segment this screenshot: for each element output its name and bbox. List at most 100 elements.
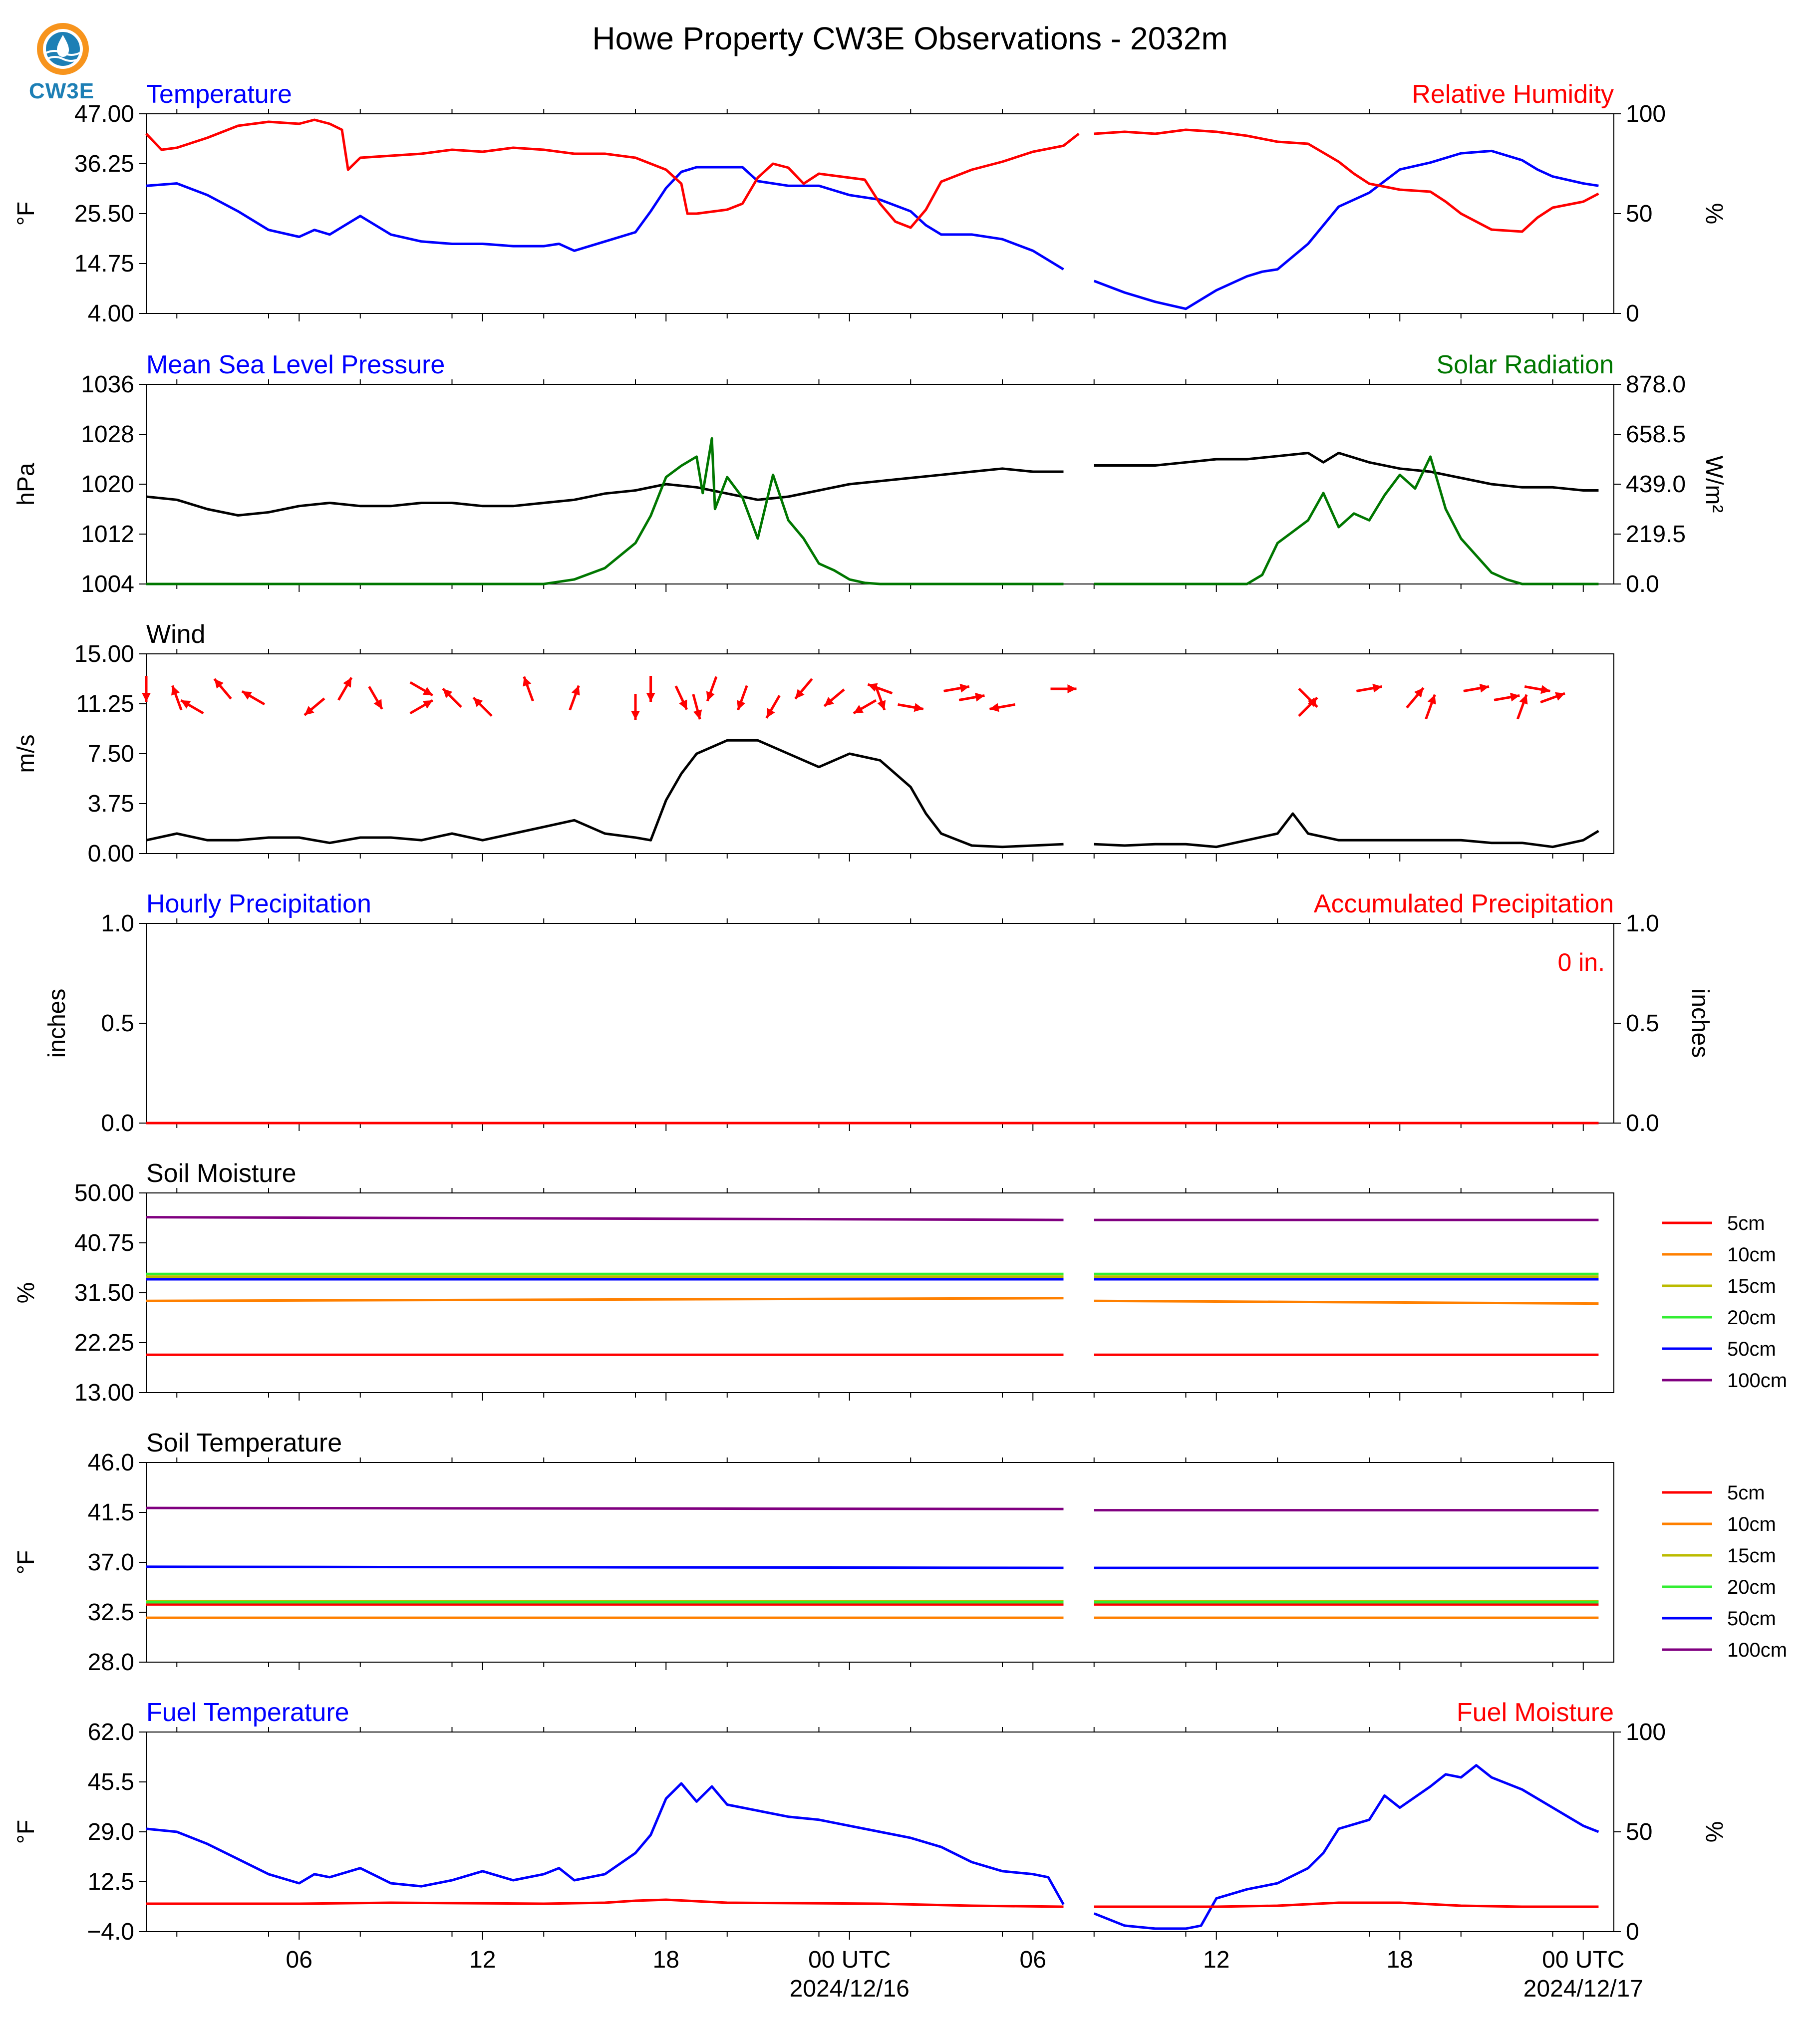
- soil_moisture-ytick-left-label: 13.00: [74, 1380, 134, 1406]
- x-tick-label: 00 UTC: [1542, 1947, 1624, 1973]
- series-line-relative-humidity: [1094, 128, 1599, 233]
- precipitation-title-right: Accumulated Precipitation: [1314, 889, 1614, 918]
- soil_temperature-ytick-left-label: 37.0: [88, 1549, 134, 1576]
- series-line-solar-radiation: [1094, 455, 1599, 585]
- legend-label-100cm: 100cm: [1727, 1370, 1787, 1392]
- series-line-100cm: [146, 1216, 1064, 1221]
- wind-arrow-head: [913, 703, 923, 712]
- wind-arrow-head: [473, 697, 483, 707]
- wind-arrow-head: [1414, 688, 1424, 698]
- pressure_solar-ytick-left-label: 1028: [81, 421, 134, 448]
- wind-arrow-head: [877, 700, 886, 710]
- soil_moisture-title-left: Soil Moisture: [146, 1159, 297, 1188]
- pressure_solar-ytick-right-label: 439.0: [1626, 471, 1686, 498]
- precipitation-ytick-left-label: 0.0: [101, 1110, 134, 1137]
- soil_moisture-ytick-left-label: 22.25: [74, 1330, 134, 1356]
- pressure_solar-ytick-left-label: 1012: [81, 521, 134, 548]
- pressure_solar-ytick-right-label: 658.5: [1626, 421, 1686, 448]
- fuel-title-left: Fuel Temperature: [146, 1698, 349, 1727]
- precipitation-ytick-left-label: 1.0: [101, 910, 134, 937]
- pressure_solar-title-right: Solar Radiation: [1436, 350, 1614, 379]
- wind-ytick-left-label: 7.50: [88, 741, 134, 767]
- pressure_solar-ytick-right-label: 878.0: [1626, 371, 1686, 398]
- x-tick-label: 06: [286, 1947, 312, 1973]
- wind-arrow-head: [1427, 694, 1436, 705]
- x-tick-label: 12: [469, 1947, 496, 1973]
- series-line-10cm: [146, 1297, 1064, 1302]
- soil_temperature-title-left: Soil Temperature: [146, 1429, 342, 1457]
- soil_temperature-ytick-left-label: 46.0: [88, 1449, 134, 1476]
- x-tick-label: 06: [1020, 1947, 1046, 1973]
- fuel-ytick-left-label: 45.5: [88, 1769, 134, 1795]
- fuel-ytick-right-label: 0: [1626, 1919, 1639, 1945]
- pressure_solar-ytick-right-label: 219.5: [1626, 521, 1686, 548]
- legend-label-5cm: 5cm: [1727, 1212, 1765, 1234]
- series-line-solar-radiation: [146, 437, 1064, 585]
- x-tick-label: 18: [1387, 1947, 1413, 1973]
- soil_temperature-ytick-left-label: 32.5: [88, 1599, 134, 1626]
- soil_moisture-frame: [146, 1192, 1614, 1393]
- legend-label-15cm: 15cm: [1727, 1545, 1776, 1567]
- precipitation-ylabel-right: inches: [1687, 989, 1713, 1058]
- soil_moisture-ytick-left-label: 31.50: [74, 1280, 134, 1306]
- series-line-temperature: [146, 166, 1064, 271]
- fuel-ylabel-left: °F: [13, 1820, 39, 1844]
- fuel-ytick-left-label: 62.0: [88, 1719, 134, 1745]
- wind-ytick-left-label: 0.00: [88, 841, 134, 867]
- soil_temperature-ytick-left-label: 28.0: [88, 1649, 134, 1676]
- wind-ytick-left-label: 15.00: [74, 641, 134, 667]
- temperature_humidity-title-right: Relative Humidity: [1412, 80, 1614, 109]
- temperature_humidity-ytick-left-label: 47.00: [74, 101, 134, 127]
- fuel-ytick-left-label: −4.0: [87, 1919, 134, 1945]
- wind-arrow-head: [679, 699, 687, 710]
- temperature_humidity-ytick-left-label: 36.25: [74, 151, 134, 177]
- pressure_solar-title-left: Mean Sea Level Pressure: [146, 350, 445, 379]
- pressure_solar-ylabel-right: W/m²: [1701, 456, 1727, 513]
- temperature_humidity-ylabel-left: °F: [13, 202, 39, 226]
- series-line-mean-sea-level-pressure: [1094, 452, 1599, 492]
- soil_temperature-frame: [146, 1462, 1614, 1663]
- precipitation-annotation: 0 in.: [1557, 948, 1605, 976]
- wind-arrow-head: [523, 676, 532, 687]
- wind-arrow-head: [975, 692, 985, 702]
- wind-arrow-head: [181, 700, 191, 709]
- temperature_humidity-ytick-left-label: 25.50: [74, 201, 134, 227]
- wind-arrow-head: [142, 693, 151, 702]
- wind-arrow-head: [1554, 692, 1565, 701]
- chart-title: Howe Property CW3E Observations - 2032m: [592, 20, 1228, 56]
- precipitation-frame: [146, 923, 1614, 1124]
- cw3e-logo-text: CW3E: [29, 79, 95, 103]
- fuel-title-right: Fuel Moisture: [1457, 1698, 1614, 1727]
- soil_moisture-ytick-left-label: 40.75: [74, 1230, 134, 1256]
- legend-label-50cm: 50cm: [1727, 1338, 1776, 1360]
- wind-arrow-head: [646, 693, 655, 702]
- series-line-fuel-moisture: [1094, 1901, 1599, 1908]
- wind-arrow-head: [631, 711, 640, 720]
- soil_moisture-ytick-left-label: 50.00: [74, 1180, 134, 1206]
- wind-ylabel-left: m/s: [13, 734, 39, 773]
- legend-label-10cm: 10cm: [1727, 1244, 1776, 1266]
- cw3e-logo-icon: [37, 23, 89, 75]
- x-date-label: 2024/12/16: [790, 1976, 910, 2002]
- wind-arrow-head: [1519, 694, 1528, 705]
- fuel-ytick-right-label: 100: [1626, 1719, 1666, 1745]
- legend-label-20cm: 20cm: [1727, 1307, 1776, 1329]
- temperature_humidity-ytick-right-label: 50: [1626, 201, 1652, 227]
- series-line-10cm: [1094, 1299, 1599, 1305]
- precipitation-ytick-right-label: 0.5: [1626, 1010, 1659, 1037]
- temperature_humidity-ytick-right-label: 0: [1626, 300, 1639, 327]
- soil_moisture-ylabel-left: %: [13, 1282, 39, 1304]
- pressure_solar-ytick-right-label: 0.0: [1626, 571, 1659, 597]
- temperature_humidity-ytick-right-label: 100: [1626, 101, 1666, 127]
- pressure_solar-ytick-left-label: 1020: [81, 471, 134, 498]
- fuel-ylabel-right: %: [1701, 1821, 1727, 1843]
- soil_temperature-ylabel-left: °F: [13, 1550, 39, 1575]
- wind-arrow-head: [706, 691, 715, 701]
- wind-arrow-head: [737, 700, 746, 710]
- legend-label-20cm: 20cm: [1727, 1576, 1776, 1598]
- wind-arrow-head: [989, 703, 999, 712]
- wind-arrow-head: [171, 685, 180, 696]
- x-tick-label: 12: [1203, 1947, 1229, 1973]
- pressure_solar-ytick-left-label: 1036: [81, 371, 134, 398]
